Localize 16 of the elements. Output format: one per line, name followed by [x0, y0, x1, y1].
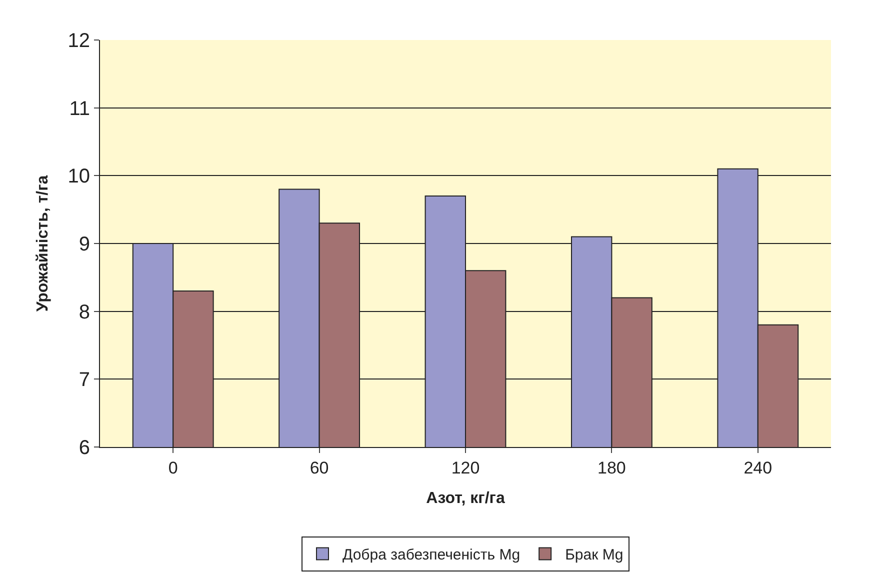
- x-tick-label: 240: [744, 458, 772, 478]
- y-axis-title: Урожайність, т/га: [34, 175, 52, 312]
- y-tick-label: 6: [78, 437, 90, 459]
- y-tick-label: 11: [69, 98, 90, 120]
- y-tick-label: 10: [68, 166, 90, 188]
- x-tick-label: 60: [310, 458, 329, 478]
- y-tick-label: 8: [78, 301, 90, 324]
- legend-label: Брак Mg: [565, 546, 624, 564]
- x-tick-label: 180: [598, 458, 626, 478]
- y-tick-label: 9: [78, 234, 90, 256]
- y-tick-label: 7: [78, 369, 90, 392]
- y-tick-label: 12: [68, 30, 90, 52]
- x-tick-label: 120: [451, 458, 480, 478]
- x-axis-title: Азот, кг/га: [426, 490, 505, 508]
- x-tick-label: 0: [168, 458, 178, 478]
- legend-label: Добра забезпеченість Mg: [342, 546, 520, 564]
